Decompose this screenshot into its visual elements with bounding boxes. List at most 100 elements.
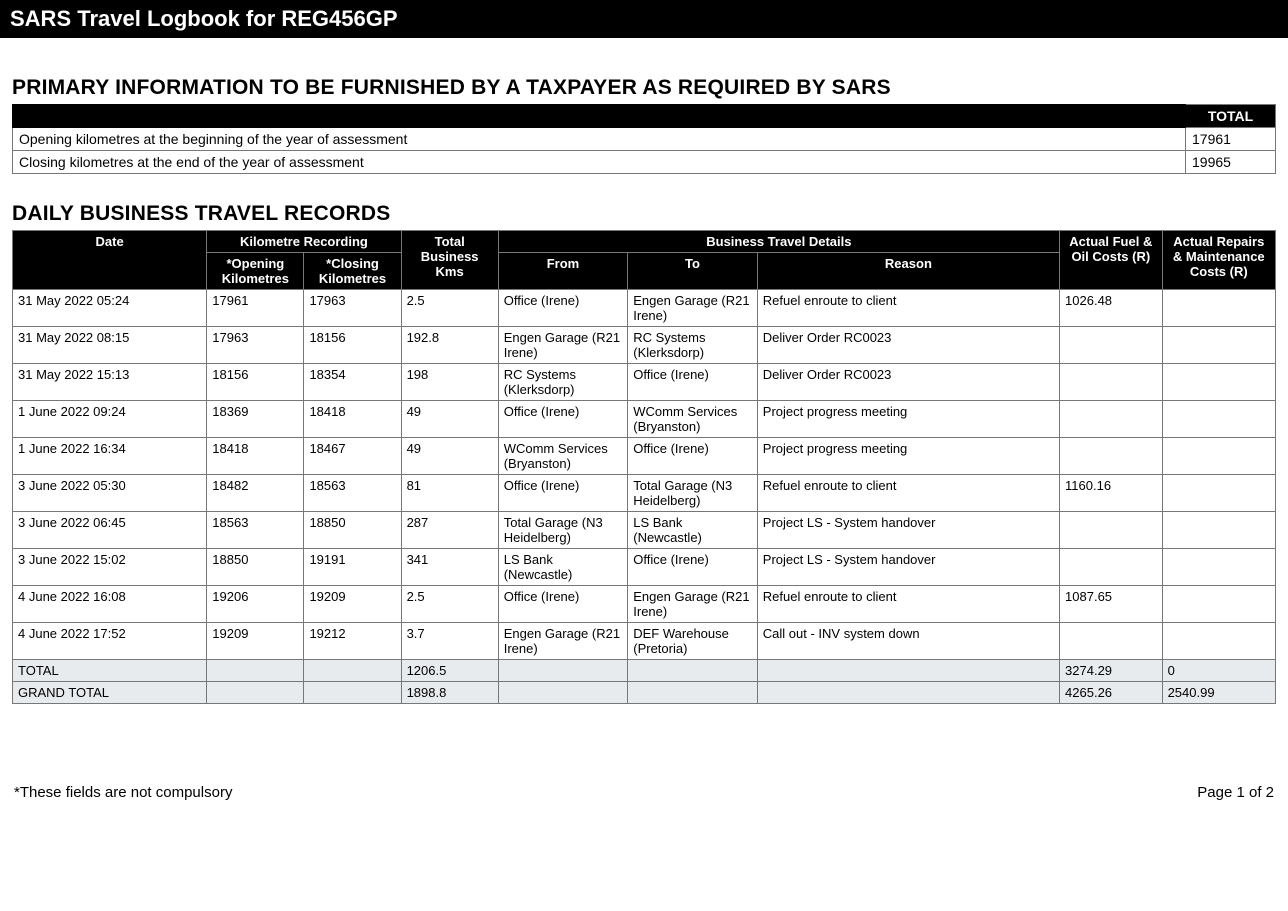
- cell-to: Total Garage (N3 Heidelberg): [628, 475, 758, 512]
- cell-open: 18418: [207, 438, 304, 475]
- cell-close: 18418: [304, 401, 401, 438]
- total-cell-total_km: 1898.8: [401, 682, 498, 704]
- total-cell-total_km: 1206.5: [401, 660, 498, 682]
- cell-fuel: [1060, 623, 1163, 660]
- footer-note: *These fields are not compulsory: [14, 784, 232, 801]
- cell-reason: Refuel enroute to client: [757, 290, 1059, 327]
- cell-open: 18563: [207, 512, 304, 549]
- primary-row-label: Closing kilometres at the end of the yea…: [13, 151, 1186, 174]
- cell-reason: Call out - INV system down: [757, 623, 1059, 660]
- primary-header-row: TOTAL: [13, 105, 1276, 128]
- table-row: 1 June 2022 09:24183691841849Office (Ire…: [13, 401, 1276, 438]
- cell-date: 4 June 2022 16:08: [13, 586, 207, 623]
- total-cell-close: [304, 660, 401, 682]
- primary-row: Opening kilometres at the beginning of t…: [13, 128, 1276, 151]
- records-table: Date Kilometre Recording Total Business …: [12, 230, 1276, 704]
- table-row: 31 May 2022 08:151796318156192.8Engen Ga…: [13, 327, 1276, 364]
- cell-total: 341: [401, 549, 498, 586]
- table-row: 31 May 2022 15:131815618354198RC Systems…: [13, 364, 1276, 401]
- cell-to: Engen Garage (R21 Irene): [628, 586, 758, 623]
- records-heading: DAILY BUSINESS TRAVEL RECORDS: [12, 202, 1276, 226]
- cell-total: 2.5: [401, 290, 498, 327]
- primary-total-header: TOTAL: [1186, 105, 1276, 128]
- col-details: Business Travel Details: [498, 231, 1059, 253]
- cell-to: RC Systems (Klerksdorp): [628, 327, 758, 364]
- cell-close: 18563: [304, 475, 401, 512]
- cell-date: 4 June 2022 17:52: [13, 623, 207, 660]
- col-from: From: [498, 253, 628, 290]
- cell-open: 19209: [207, 623, 304, 660]
- cell-open: 19206: [207, 586, 304, 623]
- grand-total-row: GRAND TOTAL 1898.8 4265.262540.99: [13, 682, 1276, 704]
- col-km-recording: Kilometre Recording: [207, 231, 401, 253]
- cell-repairs: [1162, 475, 1275, 512]
- cell-repairs: [1162, 512, 1275, 549]
- total-cell-label: GRAND TOTAL: [13, 682, 207, 704]
- cell-fuel: [1060, 327, 1163, 364]
- cell-to: LS Bank (Newcastle): [628, 512, 758, 549]
- total-cell-close: [304, 682, 401, 704]
- cell-fuel: [1060, 401, 1163, 438]
- cell-open: 17963: [207, 327, 304, 364]
- col-opening-km: *Opening Kilometres: [207, 253, 304, 290]
- cell-date: 3 June 2022 06:45: [13, 512, 207, 549]
- cell-close: 18354: [304, 364, 401, 401]
- total-cell-open: [207, 682, 304, 704]
- primary-header-spacer: [13, 105, 1186, 128]
- cell-date: 3 June 2022 15:02: [13, 549, 207, 586]
- total-cell-reason: [757, 682, 1059, 704]
- cell-close: 18156: [304, 327, 401, 364]
- cell-repairs: [1162, 438, 1275, 475]
- cell-repairs: [1162, 586, 1275, 623]
- cell-from: Total Garage (N3 Heidelberg): [498, 512, 628, 549]
- col-to: To: [628, 253, 758, 290]
- cell-reason: Project progress meeting: [757, 438, 1059, 475]
- cell-reason: Project LS - System handover: [757, 549, 1059, 586]
- cell-open: 18156: [207, 364, 304, 401]
- cell-date: 3 June 2022 05:30: [13, 475, 207, 512]
- cell-repairs: [1162, 549, 1275, 586]
- total-row: TOTAL 1206.5 3274.290: [13, 660, 1276, 682]
- cell-from: Office (Irene): [498, 290, 628, 327]
- cell-close: 18467: [304, 438, 401, 475]
- total-cell-reason: [757, 660, 1059, 682]
- footer-page: Page 1 of 2: [1197, 784, 1274, 801]
- cell-from: Office (Irene): [498, 586, 628, 623]
- cell-total: 81: [401, 475, 498, 512]
- col-reason: Reason: [757, 253, 1059, 290]
- table-row: 31 May 2022 05:2417961179632.5Office (Ir…: [13, 290, 1276, 327]
- cell-reason: Deliver Order RC0023: [757, 327, 1059, 364]
- total-cell-repairs: 0: [1162, 660, 1275, 682]
- total-cell-repairs: 2540.99: [1162, 682, 1275, 704]
- page-header: SARS Travel Logbook for REG456GP: [0, 0, 1288, 38]
- cell-fuel: [1060, 364, 1163, 401]
- total-cell-from: [498, 682, 628, 704]
- total-cell-fuel: 3274.29: [1060, 660, 1163, 682]
- table-row: 3 June 2022 15:021885019191341LS Bank (N…: [13, 549, 1276, 586]
- primary-row: Closing kilometres at the end of the yea…: [13, 151, 1276, 174]
- cell-from: Engen Garage (R21 Irene): [498, 327, 628, 364]
- records-header-row-1: Date Kilometre Recording Total Business …: [13, 231, 1276, 253]
- cell-total: 49: [401, 401, 498, 438]
- cell-to: Office (Irene): [628, 364, 758, 401]
- page-footer: *These fields are not compulsory Page 1 …: [0, 784, 1288, 811]
- total-cell-fuel: 4265.26: [1060, 682, 1163, 704]
- cell-open: 18850: [207, 549, 304, 586]
- primary-table: TOTAL Opening kilometres at the beginnin…: [12, 104, 1276, 174]
- cell-repairs: [1162, 364, 1275, 401]
- cell-from: RC Systems (Klerksdorp): [498, 364, 628, 401]
- cell-close: 19209: [304, 586, 401, 623]
- total-cell-label: TOTAL: [13, 660, 207, 682]
- col-total-km: Total Business Kms: [401, 231, 498, 290]
- cell-open: 17961: [207, 290, 304, 327]
- cell-reason: Project progress meeting: [757, 401, 1059, 438]
- cell-date: 31 May 2022 08:15: [13, 327, 207, 364]
- primary-row-value: 17961: [1186, 128, 1276, 151]
- cell-from: Engen Garage (R21 Irene): [498, 623, 628, 660]
- cell-total: 287: [401, 512, 498, 549]
- cell-repairs: [1162, 623, 1275, 660]
- cell-total: 192.8: [401, 327, 498, 364]
- cell-open: 18482: [207, 475, 304, 512]
- cell-close: 18850: [304, 512, 401, 549]
- cell-repairs: [1162, 401, 1275, 438]
